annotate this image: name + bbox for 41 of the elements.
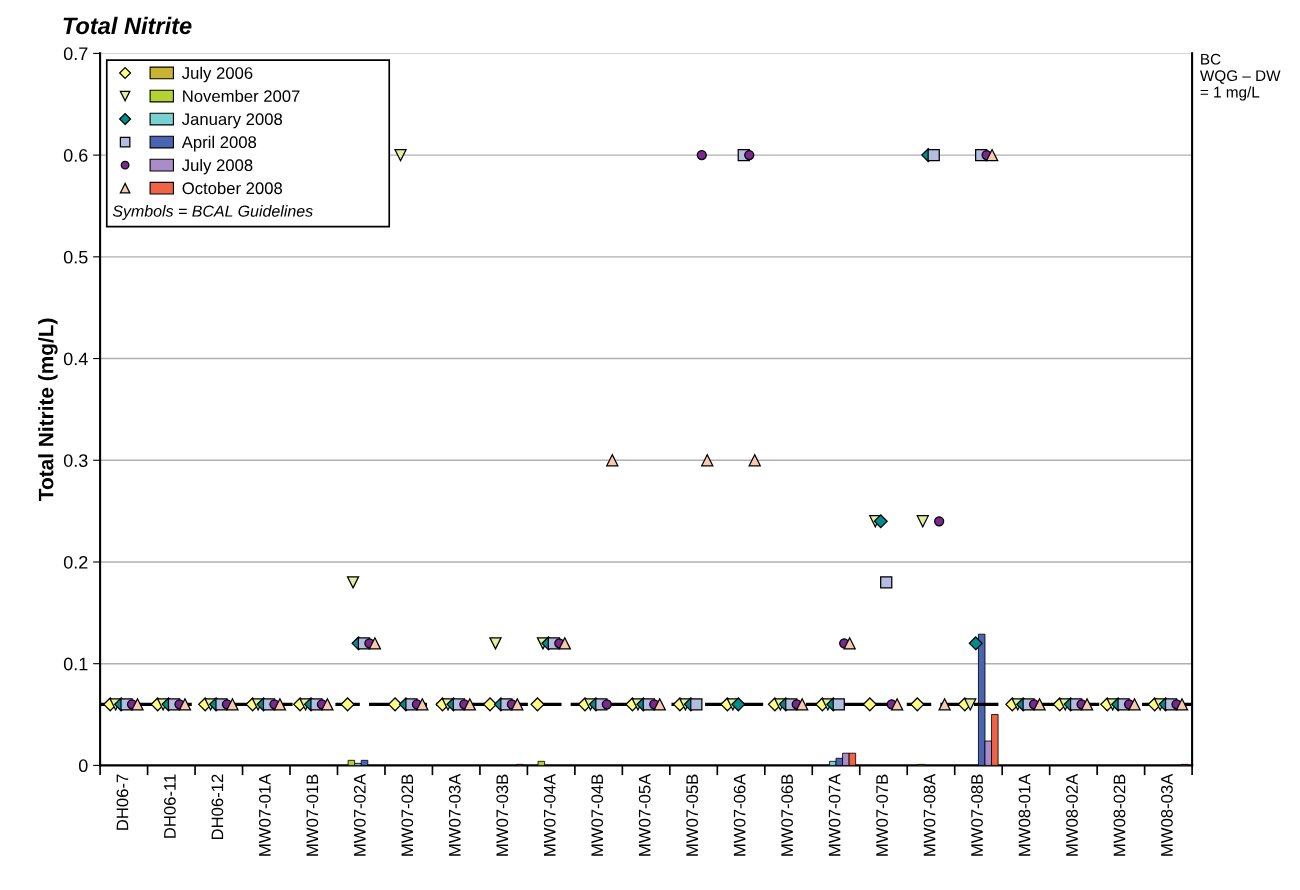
- y-tick-label: 0.5: [63, 250, 88, 264]
- x-tick-label: DH06-11: [163, 774, 176, 838]
- legend-label: July 2006: [182, 66, 253, 83]
- y-tick-label: 0.4: [63, 352, 88, 366]
- y-tick-label: 0.2: [63, 555, 88, 569]
- y-tick-label: 0.1: [63, 657, 88, 671]
- x-tick-label: MW07-04A: [543, 773, 556, 856]
- x-tick-label: MW07-03B: [496, 774, 509, 856]
- y-tick-label: 0: [78, 759, 88, 773]
- text: BC WQG – DW = 1 mg/L: [1199, 53, 1281, 101]
- x-tick-label: MW07-01A: [258, 773, 271, 856]
- x-tick-label: MW07-04B: [591, 774, 604, 856]
- chart-title: Total Nitrite: [63, 16, 192, 35]
- x-tick-label: DH06-7: [116, 774, 129, 830]
- x-tick-label: MW07-05B: [686, 774, 699, 856]
- x-tick-label: MW07-03A: [448, 773, 461, 856]
- x-tick-label: MW07-02B: [401, 774, 414, 856]
- x-tick-label: MW07-05A: [638, 773, 651, 856]
- x-tick-label: MW07-07A: [828, 773, 841, 856]
- y-tick-label: 0.7: [63, 47, 88, 61]
- x-tick-label: MW07-06B: [781, 774, 794, 856]
- x-tick-label: DH06-12: [211, 774, 224, 840]
- legend-label: November 2007: [183, 89, 300, 103]
- annotation: Symbols = BCAL Guidelines: [112, 205, 313, 220]
- x-tick-label: MW08-02A: [1066, 773, 1078, 856]
- y-tick-label: 0.6: [63, 149, 88, 162]
- legend-label: July 2008: [182, 158, 253, 175]
- x-tick-label: MW07-08B: [971, 774, 983, 856]
- x-tick-label: MW07-06A: [733, 773, 746, 856]
- y-axis-title: Total Nitrite (mg/L): [38, 318, 58, 501]
- x-tick-label: MW07-02A: [353, 773, 366, 856]
- legend-label: October 2008: [182, 181, 283, 195]
- x-tick-label: MW07-07B: [876, 774, 888, 856]
- x-tick-label: MW08-01A: [1018, 773, 1031, 856]
- x-tick-label: MW08-03A: [1161, 773, 1173, 856]
- legend-label: January 2008: [182, 113, 283, 129]
- x-tick-label: MW08-02B: [1113, 774, 1126, 856]
- y-tick-label: 0.3: [63, 454, 88, 467]
- x-tick-label: MW07-08A: [923, 773, 936, 856]
- x-tick-label: MW07-01B: [306, 774, 319, 856]
- legend-label: April 2008: [181, 135, 257, 152]
